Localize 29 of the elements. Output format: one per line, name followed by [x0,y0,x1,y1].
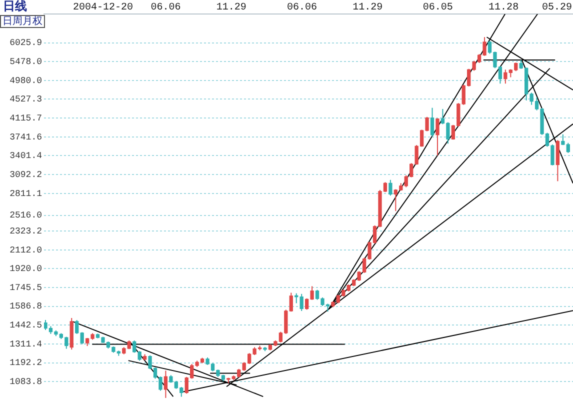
x-tick-label: 05.29 [542,2,572,14]
y-tick-label: 1745.5 [10,282,42,293]
y-tick-label: 5478.0 [10,56,42,67]
x-tick-label: 11.29 [352,2,383,14]
y-tick-label: 1920.0 [10,264,42,274]
y-tick-label: 3092.2 [10,170,42,180]
y-tick-label: 6025.9 [10,38,42,48]
x-tick-label: 11.28 [488,2,519,14]
y-tick-label: 4527.3 [10,94,42,105]
x-tick-label: 11.29 [216,2,246,14]
y-tick-label: 1192.2 [10,358,42,368]
y-tick-label: 2811.1 [10,188,42,199]
y-tick-label: 1311.4 [10,339,42,350]
x-tick-label: 06.06 [286,2,317,14]
y-tick-label: 2112.0 [10,245,42,256]
y-tick-label: 1586.8 [10,302,42,312]
y-tick-label: 1442.5 [10,320,42,331]
x-tick-label: 06.06 [150,2,181,14]
x-tick-label: 2004-12-20 [72,2,133,14]
y-tick-label: 2323.2 [10,226,42,236]
text: 日周月权 [2,15,42,28]
y-tick-label: 2516.0 [10,210,42,221]
chart-title: 日线 [3,0,27,14]
x-tick-label: 06.05 [422,2,453,14]
y-tick-label: 1083.8 [10,377,42,388]
y-tick-label: 4115.7 [10,113,42,124]
y-tick-label: 3741.6 [10,132,42,142]
y-tick-label: 4980.0 [10,76,42,86]
y-tick-label: 3401.4 [10,151,42,162]
